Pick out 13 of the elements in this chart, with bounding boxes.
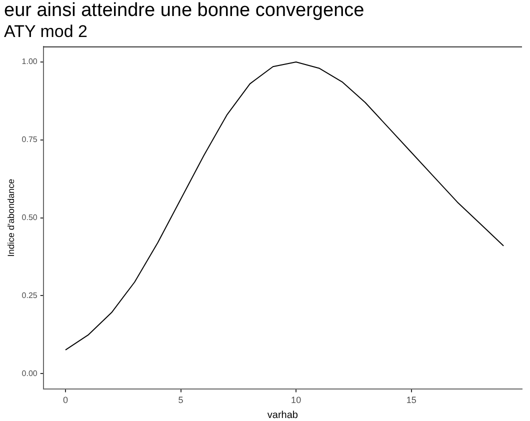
text: eur ainsi atteindre une bonne convergence [3,0,366,22]
y-tick-label: 0.25 [22,290,38,300]
x-tick-label: 10 [291,395,302,406]
y-tick-label: 0.00 [22,368,38,378]
y-tick-label: 1.00 [22,57,38,66]
x-tick-label: 0 [62,395,68,406]
y-axis-title: Indice d'abondance [6,178,16,257]
x-tick-label: 15 [406,395,416,406]
x-axis-title: varhab [267,410,298,421]
y-tick-label: 0.75 [22,135,38,144]
y-tick-label: 0.50 [22,213,38,222]
chart-title: ATY mod 2 [4,22,88,41]
x-tick-label: 5 [178,395,184,406]
